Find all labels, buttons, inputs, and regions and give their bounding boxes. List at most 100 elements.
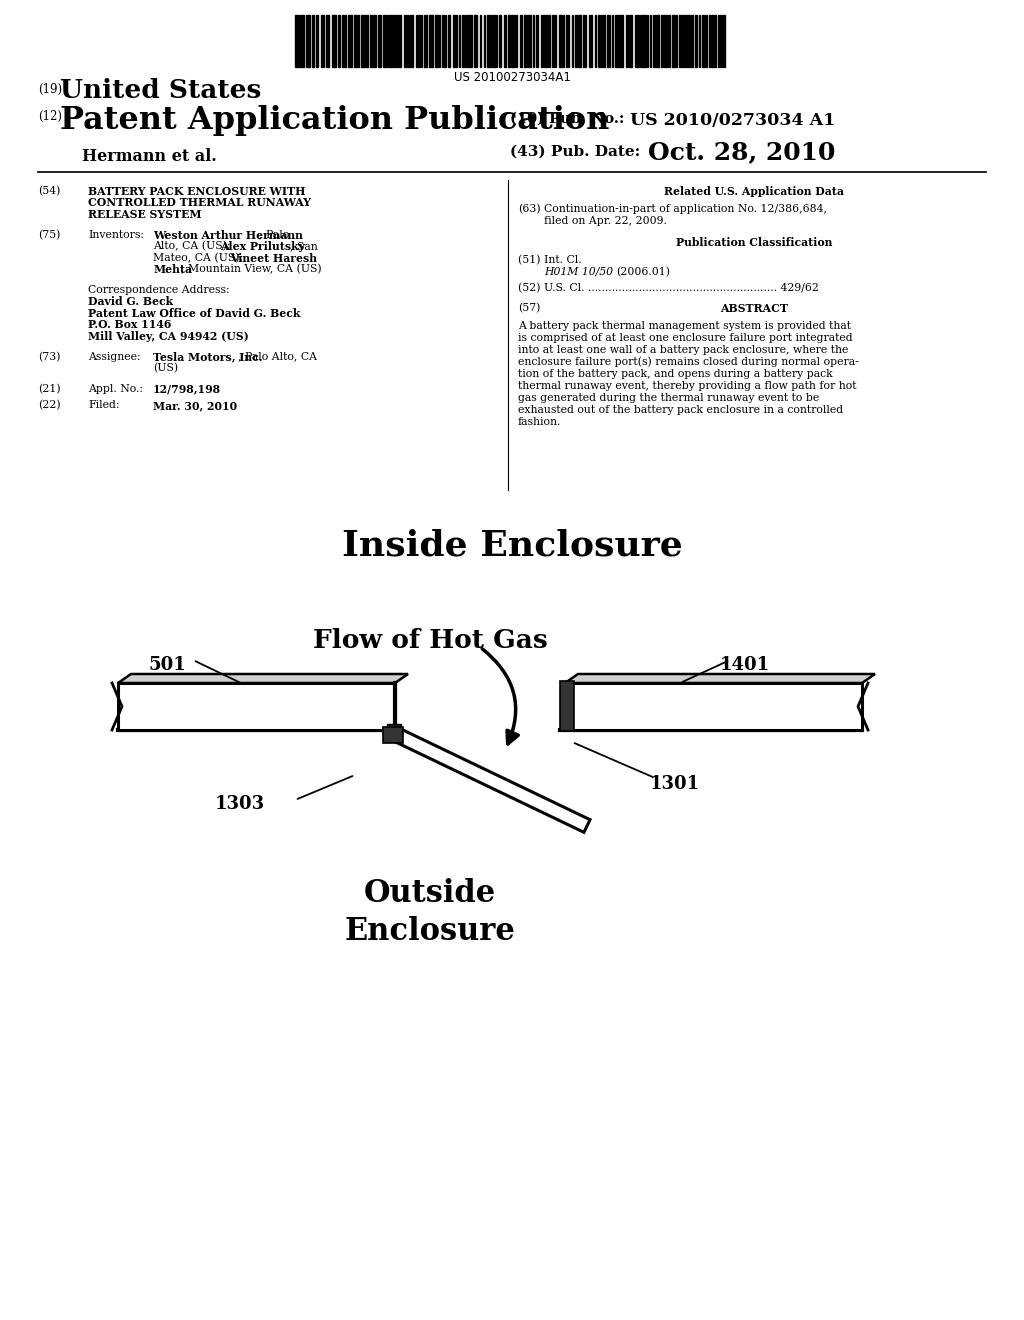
Bar (527, 15, 531, 67)
Bar (387, 723, 401, 733)
Bar (389, 15, 391, 67)
Bar (348, 15, 352, 67)
Bar (635, 15, 639, 67)
Bar (524, 15, 526, 67)
Polygon shape (118, 675, 408, 682)
Text: Alex Prilutsky: Alex Prilutsky (220, 242, 305, 252)
Text: A battery pack thermal management system is provided that: A battery pack thermal management system… (518, 321, 851, 330)
Text: into at least one wall of a battery pack enclosure, where the: into at least one wall of a battery pack… (518, 345, 848, 355)
Text: Continuation-in-part of application No. 12/386,684,: Continuation-in-part of application No. … (544, 205, 827, 214)
Bar (378, 15, 381, 67)
Text: tion of the battery pack, and opens during a battery pack: tion of the battery pack, and opens duri… (518, 368, 833, 379)
Text: , Mountain View, CA (US): , Mountain View, CA (US) (181, 264, 322, 275)
Polygon shape (565, 675, 874, 682)
Bar (398, 15, 401, 67)
Bar (499, 15, 501, 67)
Bar (615, 15, 618, 67)
Bar (508, 15, 510, 67)
Bar (487, 15, 490, 67)
Bar (607, 15, 610, 67)
Bar (695, 15, 697, 67)
Text: (12): (12) (38, 110, 62, 123)
Bar (493, 15, 495, 67)
Text: (57): (57) (518, 304, 541, 314)
Bar (424, 15, 427, 67)
Bar (629, 15, 632, 67)
Bar (560, 681, 574, 731)
Text: Mill Valley, CA 94942 (US): Mill Valley, CA 94942 (US) (88, 331, 249, 342)
Bar (663, 15, 666, 67)
Bar (302, 15, 304, 67)
Bar (332, 15, 336, 67)
Bar (681, 15, 683, 67)
Bar (656, 15, 659, 67)
Bar (687, 15, 690, 67)
Text: Inventors:: Inventors: (88, 230, 144, 240)
Polygon shape (390, 727, 590, 833)
Bar (316, 15, 318, 67)
Bar (536, 15, 538, 67)
Text: Assignee:: Assignee: (88, 351, 140, 362)
Bar (118, 682, 395, 730)
Text: David G. Beck: David G. Beck (88, 297, 173, 308)
Text: gas generated during the thermal runaway event to be: gas generated during the thermal runaway… (518, 393, 819, 403)
Text: 1303: 1303 (215, 795, 265, 813)
Bar (545, 15, 547, 67)
Bar (711, 15, 713, 67)
Bar (466, 15, 468, 67)
Text: United States: United States (60, 78, 261, 103)
Text: H01M 10/50: H01M 10/50 (544, 267, 613, 276)
Text: CONTROLLED THERMAL RUNAWAY: CONTROLLED THERMAL RUNAWAY (88, 198, 311, 209)
Bar (565, 682, 862, 730)
Bar (589, 15, 592, 67)
Text: (73): (73) (38, 351, 60, 362)
Bar (361, 15, 365, 67)
Text: RELEASE SYSTEM: RELEASE SYSTEM (88, 209, 202, 220)
Text: , Palo: , Palo (259, 230, 289, 240)
Text: (21): (21) (38, 384, 60, 395)
Bar (469, 15, 472, 67)
Bar (429, 15, 433, 67)
Text: (10) Pub. No.:: (10) Pub. No.: (510, 112, 625, 125)
Bar (552, 15, 554, 67)
Text: Flow of Hot Gas: Flow of Hot Gas (312, 628, 548, 653)
Text: Inside Enclosure: Inside Enclosure (342, 528, 682, 562)
Bar (442, 15, 444, 67)
Text: Filed:: Filed: (88, 400, 120, 411)
Bar (691, 15, 693, 67)
Bar (449, 15, 450, 67)
Bar (642, 15, 646, 67)
Bar (342, 15, 344, 67)
Text: Mehta: Mehta (153, 264, 193, 275)
Bar (474, 15, 477, 67)
Text: thermal runaway event, thereby providing a flow path for hot: thermal runaway event, thereby providing… (518, 381, 856, 391)
Bar (395, 15, 397, 67)
Text: Weston Arthur Hermann: Weston Arthur Hermann (153, 230, 303, 240)
Bar (418, 15, 420, 67)
Bar (392, 15, 394, 67)
Text: is comprised of at least one enclosure failure port integrated: is comprised of at least one enclosure f… (518, 333, 853, 343)
Bar (626, 15, 628, 67)
Text: (75): (75) (38, 230, 60, 240)
Text: Alto, CA (US);: Alto, CA (US); (153, 242, 234, 252)
Bar (575, 15, 577, 67)
Bar (618, 15, 623, 67)
Bar (684, 15, 686, 67)
Text: (43) Pub. Date:: (43) Pub. Date: (510, 145, 640, 158)
Bar (383, 727, 403, 743)
Text: (52) U.S. Cl. ........................................................ 429/62: (52) U.S. Cl. ..........................… (518, 282, 819, 293)
Bar (511, 15, 515, 67)
Text: Oct. 28, 2010: Oct. 28, 2010 (648, 140, 836, 164)
Text: Appl. No.:: Appl. No.: (88, 384, 143, 393)
Bar (453, 15, 457, 67)
Bar (295, 15, 299, 67)
Bar (306, 15, 310, 67)
Text: , San: , San (290, 242, 317, 251)
Text: ABSTRACT: ABSTRACT (720, 304, 788, 314)
Text: (54): (54) (38, 186, 60, 197)
Text: Tesla Motors, Inc.: Tesla Motors, Inc. (153, 351, 262, 363)
Bar (407, 15, 409, 67)
Bar (373, 15, 376, 67)
Text: US 20100273034A1: US 20100273034A1 (454, 71, 570, 84)
Text: 501: 501 (148, 656, 185, 675)
